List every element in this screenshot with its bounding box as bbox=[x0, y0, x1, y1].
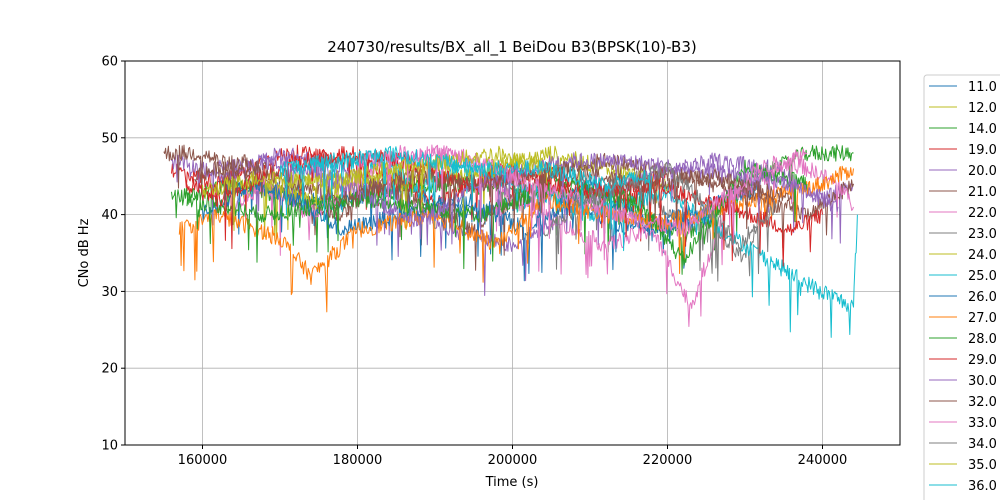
legend-label: 27.0 bbox=[968, 311, 997, 326]
legend-label: 29.0 bbox=[968, 353, 997, 368]
x-tick-label: 200000 bbox=[488, 453, 538, 468]
x-tick-label: 240000 bbox=[798, 453, 848, 468]
x-axis-label: Time (s) bbox=[485, 475, 539, 490]
x-tick-label: 220000 bbox=[643, 453, 693, 468]
y-tick-label: 20 bbox=[101, 362, 118, 377]
series-line-35.0 bbox=[202, 145, 544, 231]
axis-ticks: 160000 180000 200000 220000 240000 10 20 30 40 50… bbox=[101, 55, 847, 469]
legend-label: 26.0 bbox=[968, 290, 997, 305]
legend-label: 28.0 bbox=[968, 332, 997, 347]
legend-box bbox=[923, 74, 1000, 500]
legend-label: 36.0 bbox=[968, 479, 997, 494]
x-tick-label: 180000 bbox=[333, 453, 383, 468]
y-tick-label: 10 bbox=[101, 439, 118, 454]
y-tick-label: 30 bbox=[101, 285, 118, 300]
legend-label: 11.0 bbox=[968, 80, 997, 95]
chart-title: 240730/results/BX_all_1 BeiDou B3(BPSK(1… bbox=[327, 38, 696, 57]
data-series bbox=[163, 144, 858, 338]
legend-label: 32.0 bbox=[968, 395, 997, 410]
legend-label: 34.0 bbox=[968, 437, 997, 452]
legend-label: 22.0 bbox=[968, 206, 997, 221]
legend-label: 30.0 bbox=[968, 374, 997, 389]
legend-label: 25.0 bbox=[968, 269, 997, 284]
legend-label: 21.0 bbox=[968, 185, 997, 200]
series-line-26.0 bbox=[202, 175, 715, 282]
legend-label: 33.0 bbox=[968, 416, 997, 431]
legend: 11.0 12.0 14.0 19.0 20.0 21.0 22.0 23.0 24.0 25.0… bbox=[923, 74, 1000, 500]
y-tick-label: 50 bbox=[101, 131, 118, 146]
legend-label: 35.0 bbox=[968, 458, 997, 473]
x-tick-label: 160000 bbox=[178, 453, 228, 468]
y-tick-label: 40 bbox=[101, 208, 118, 223]
legend-label: 12.0 bbox=[968, 101, 997, 116]
series-line-27.0 bbox=[178, 165, 854, 313]
series-line-32.0 bbox=[194, 154, 792, 242]
series-line-36.0 bbox=[279, 145, 653, 230]
y-tick-label: 60 bbox=[101, 55, 118, 70]
y-axis-label: CNo dB Hz bbox=[77, 218, 92, 287]
series-line-28.0 bbox=[186, 159, 808, 270]
legend-label: 23.0 bbox=[968, 227, 997, 242]
grid bbox=[125, 61, 900, 445]
legend-label: 14.0 bbox=[968, 122, 997, 137]
series-line-20.0 bbox=[171, 147, 854, 296]
legend-label: 24.0 bbox=[968, 248, 997, 263]
legend-label: 20.0 bbox=[968, 164, 997, 179]
legend-label: 19.0 bbox=[968, 143, 997, 158]
